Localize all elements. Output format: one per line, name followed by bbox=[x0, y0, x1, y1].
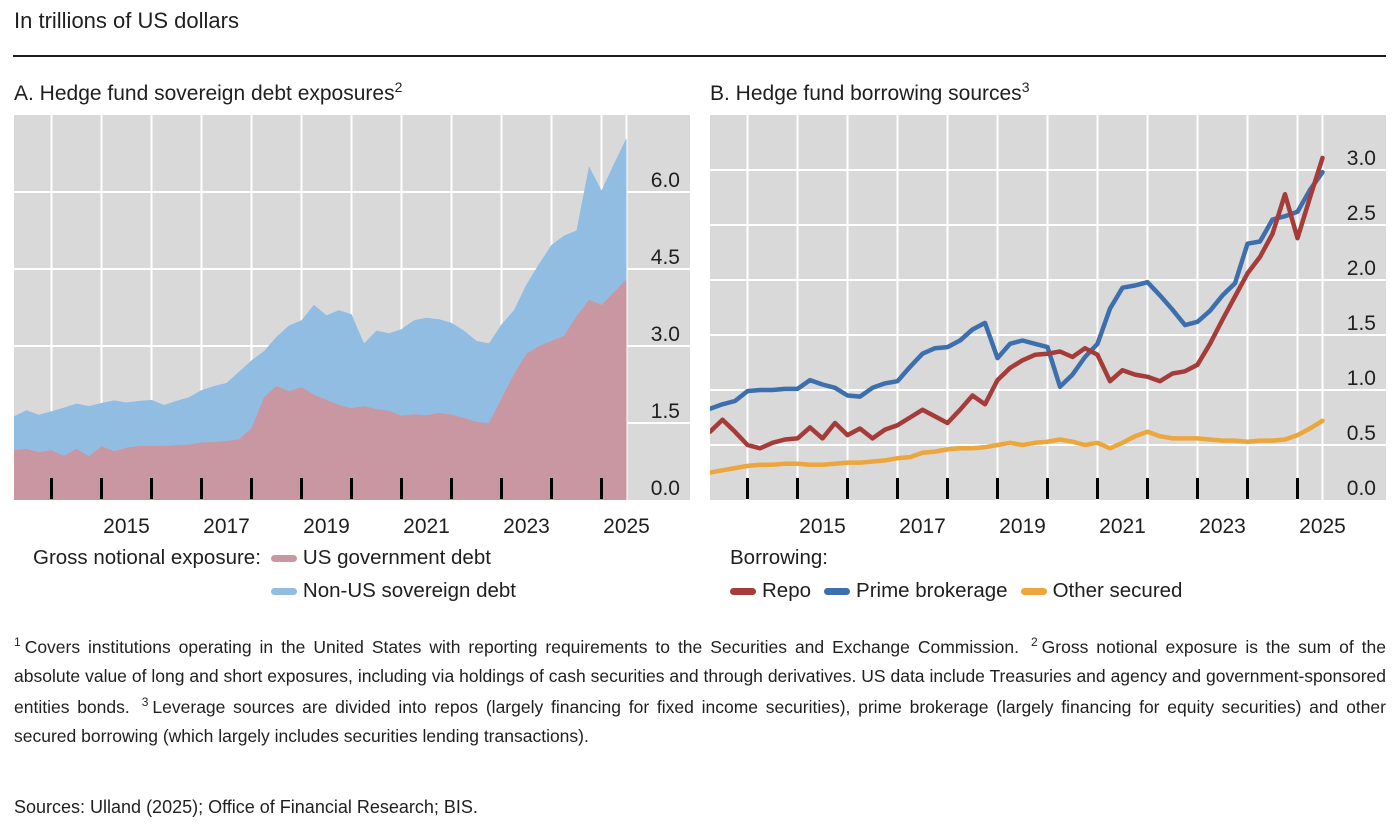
svg-text:2017: 2017 bbox=[899, 515, 946, 538]
panel-a-title-text: A. Hedge fund sovereign debt exposures bbox=[14, 82, 395, 105]
svg-text:2015: 2015 bbox=[103, 515, 150, 538]
svg-text:4.5: 4.5 bbox=[651, 246, 680, 269]
legend-item: Repo bbox=[730, 578, 811, 604]
page-title: In trillions of US dollars bbox=[14, 8, 239, 33]
line-other bbox=[710, 418, 1325, 475]
sources-line: Sources: Ulland (2025); Office of Financ… bbox=[14, 797, 478, 817]
y-axis-labels: 0.0 0.5 1.0 1.5 2.0 2.5 3.0 bbox=[1347, 147, 1376, 500]
svg-text:1.5: 1.5 bbox=[651, 400, 680, 423]
legend-b-items: Repo Prime brokerage Other secured bbox=[730, 578, 1182, 604]
line-repo bbox=[710, 155, 1325, 451]
svg-text:2.5: 2.5 bbox=[1347, 202, 1376, 225]
legend-item: US government debt bbox=[270, 545, 516, 571]
legend-b: Borrowing: Repo Prime brokerage Other secu… bbox=[730, 545, 1182, 604]
svg-text:2.0: 2.0 bbox=[1347, 257, 1376, 280]
area-us_gov bbox=[14, 279, 627, 500]
svg-text:2021: 2021 bbox=[403, 515, 450, 538]
legend-a: Gross notional exposure: US government d… bbox=[33, 545, 516, 604]
legend-b-title: Borrowing: bbox=[730, 546, 828, 569]
svg-text:0.0: 0.0 bbox=[1347, 477, 1376, 500]
y-axis-labels: 0.0 1.5 3.0 4.5 6.0 bbox=[651, 169, 680, 500]
legend-swatch-other bbox=[1020, 587, 1047, 595]
panel-b-title-footnote-marker: 3 bbox=[1021, 79, 1030, 95]
svg-text:6.0: 6.0 bbox=[651, 169, 680, 192]
svg-text:2025: 2025 bbox=[1299, 515, 1346, 538]
legend-label: US government debt bbox=[302, 546, 491, 569]
x-axis-labels: 2015 2017 2019 2021 2023 2025 bbox=[799, 515, 1346, 538]
svg-text:2017: 2017 bbox=[203, 515, 250, 538]
footnote-marker: 1 bbox=[14, 635, 21, 649]
svg-text:2025: 2025 bbox=[603, 515, 650, 538]
legend-label: Prime brokerage bbox=[856, 579, 1008, 602]
svg-text:2015: 2015 bbox=[799, 515, 846, 538]
svg-text:0.0: 0.0 bbox=[651, 477, 680, 500]
legend-label: Other secured bbox=[1052, 579, 1183, 602]
legend-item: Prime brokerage bbox=[824, 578, 1008, 604]
footnote-text: Covers institutions operating in the Uni… bbox=[24, 636, 1019, 657]
footnote-marker: 2 bbox=[1030, 635, 1038, 649]
legend-swatch-us_gov bbox=[270, 554, 297, 562]
svg-text:2023: 2023 bbox=[1199, 515, 1246, 538]
legend-a-items: US government debt Non-US sovereign debt bbox=[270, 545, 516, 604]
area-non_us bbox=[14, 138, 627, 500]
svg-text:3.0: 3.0 bbox=[1347, 147, 1376, 170]
legend-label: Repo bbox=[762, 579, 812, 602]
panel-a-title-footnote-marker: 2 bbox=[394, 79, 403, 95]
line-prime bbox=[710, 169, 1325, 411]
gridlines bbox=[710, 115, 1386, 500]
svg-text:1.5: 1.5 bbox=[1347, 312, 1376, 335]
legend-swatch-repo bbox=[730, 587, 756, 595]
x-axis-ticks bbox=[50, 478, 603, 499]
legend-item: Non-US sovereign debt bbox=[270, 578, 516, 604]
svg-text:3.0: 3.0 bbox=[651, 323, 680, 346]
svg-text:2021: 2021 bbox=[1099, 515, 1146, 538]
svg-text:0.5: 0.5 bbox=[1347, 422, 1376, 445]
footnotes: 1 Covers institutions operating in the Un… bbox=[14, 632, 1386, 752]
chart-b-borrowing-sources: 0.0 0.5 1.0 1.5 2.0 2.5 3.0 2015 2017 2019 2021 202… bbox=[710, 115, 1386, 538]
x-axis-ticks bbox=[746, 478, 1299, 499]
svg-text:2019: 2019 bbox=[999, 515, 1046, 538]
panel-b-title: B. Hedge fund borrowing sources3 bbox=[710, 79, 1029, 106]
footnote-text: Gross notional exposure is the sum of th… bbox=[14, 636, 1386, 717]
legend-a-title: Gross notional exposure: bbox=[33, 546, 261, 569]
panel-a-title: A. Hedge fund sovereign debt exposures2 bbox=[14, 79, 402, 106]
panel-b-title-text: B. Hedge fund borrowing sources bbox=[710, 82, 1022, 105]
footnote-text: Leverage sources are divided into repos … bbox=[14, 696, 1386, 747]
svg-text:2019: 2019 bbox=[303, 515, 350, 538]
svg-text:1.0: 1.0 bbox=[1347, 367, 1376, 390]
chart-a-sovereign-debt-exposures: 0.0 1.5 3.0 4.5 6.0 2015 2017 2019 2021 2023 2025 bbox=[14, 115, 690, 538]
legend-item: Other secured bbox=[1020, 578, 1183, 604]
svg-text:2023: 2023 bbox=[503, 515, 550, 538]
legend-swatch-non_us bbox=[270, 587, 297, 595]
x-axis-labels: 2015 2017 2019 2021 2023 2025 bbox=[103, 515, 650, 538]
divider-line bbox=[13, 55, 1386, 57]
legend-swatch-prime bbox=[824, 587, 851, 595]
legend-label: Non-US sovereign debt bbox=[302, 579, 516, 602]
footnote-marker: 3 bbox=[141, 694, 149, 709]
